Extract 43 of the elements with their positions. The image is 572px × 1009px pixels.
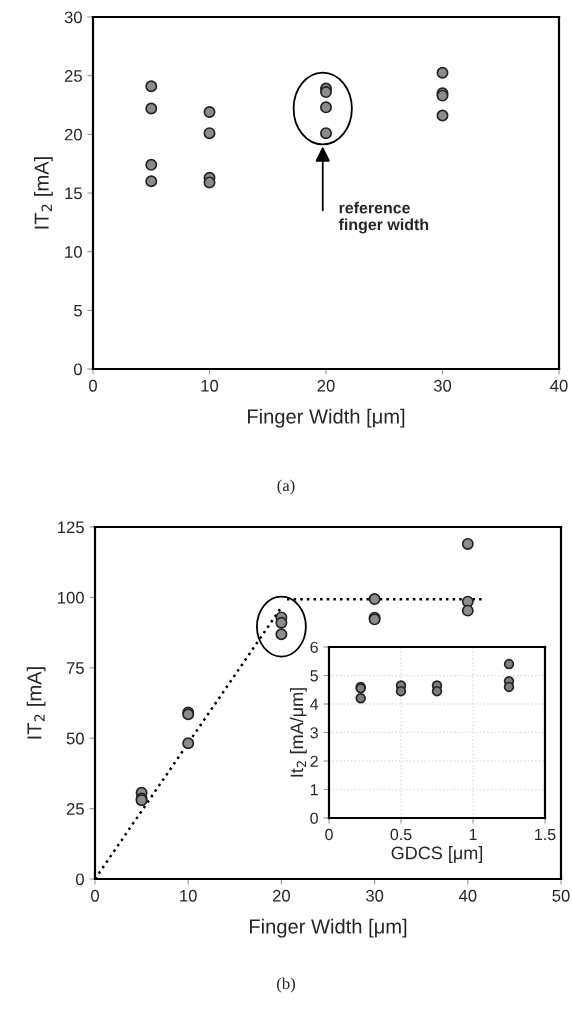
y-axis-title: It$_{2}$ [mA/μm] xyxy=(289,688,307,777)
x-tick-label: 30 xyxy=(433,379,452,392)
y-tick-label: 5 xyxy=(310,670,318,682)
x-tick-label: 10 xyxy=(201,379,219,392)
y-tick-label: 3 xyxy=(310,727,318,739)
x-tick-label: 0 xyxy=(91,889,99,902)
x-tick-label: 0 xyxy=(325,828,333,841)
x-axis-title: Finger Width [μm] xyxy=(249,918,407,938)
y-tick-label: 10 xyxy=(65,246,82,258)
y-tick-label: 0 xyxy=(310,812,318,824)
x-tick-label: 0 xyxy=(89,379,97,392)
y-axis-title: IT$_{2}$ [mA] xyxy=(34,157,53,229)
y-tick-label: 2 xyxy=(310,755,318,767)
x-tick-label: 40 xyxy=(550,379,568,392)
y-tick-label: 25 xyxy=(64,70,82,82)
x-axis-title: Finger Width [μm] xyxy=(247,408,405,428)
x-tick-label: 50 xyxy=(552,889,570,902)
y-tick-label: 6 xyxy=(310,641,318,653)
y-tick-label: 20 xyxy=(64,128,82,141)
y-axis-title: IT$_{2}$ [mA] xyxy=(26,667,46,739)
text: (a) xyxy=(277,479,295,495)
y-tick-label: 5 xyxy=(73,304,82,317)
y-tick-label: 4 xyxy=(310,698,319,710)
y-tick-label: 30 xyxy=(64,11,82,24)
x-tick-label: 10 xyxy=(180,889,197,902)
annotation: reference finger width xyxy=(338,201,429,234)
y-tick-label: 1 xyxy=(310,784,318,796)
x-tick-label: 30 xyxy=(365,889,384,902)
y-tick-label: 125 xyxy=(58,521,84,534)
x-tick-label: 40 xyxy=(458,889,477,902)
y-tick-label: 50 xyxy=(66,732,84,745)
y-tick-label: 25 xyxy=(66,803,84,815)
text: (b) xyxy=(277,977,295,993)
x-tick-label: 20 xyxy=(272,889,291,902)
y-tick-label: 75 xyxy=(66,662,84,674)
y-tick-label: 15 xyxy=(65,187,82,200)
x-tick-label: 1.5 xyxy=(535,829,556,841)
x-tick-label: 1 xyxy=(469,829,477,840)
x-axis-title: GDCS [μm] xyxy=(391,846,483,863)
y-tick-label: 0 xyxy=(73,363,82,376)
y-tick-label: 0 xyxy=(75,873,84,886)
y-tick-label: 100 xyxy=(58,591,84,604)
x-tick-label: 0.5 xyxy=(390,828,412,841)
